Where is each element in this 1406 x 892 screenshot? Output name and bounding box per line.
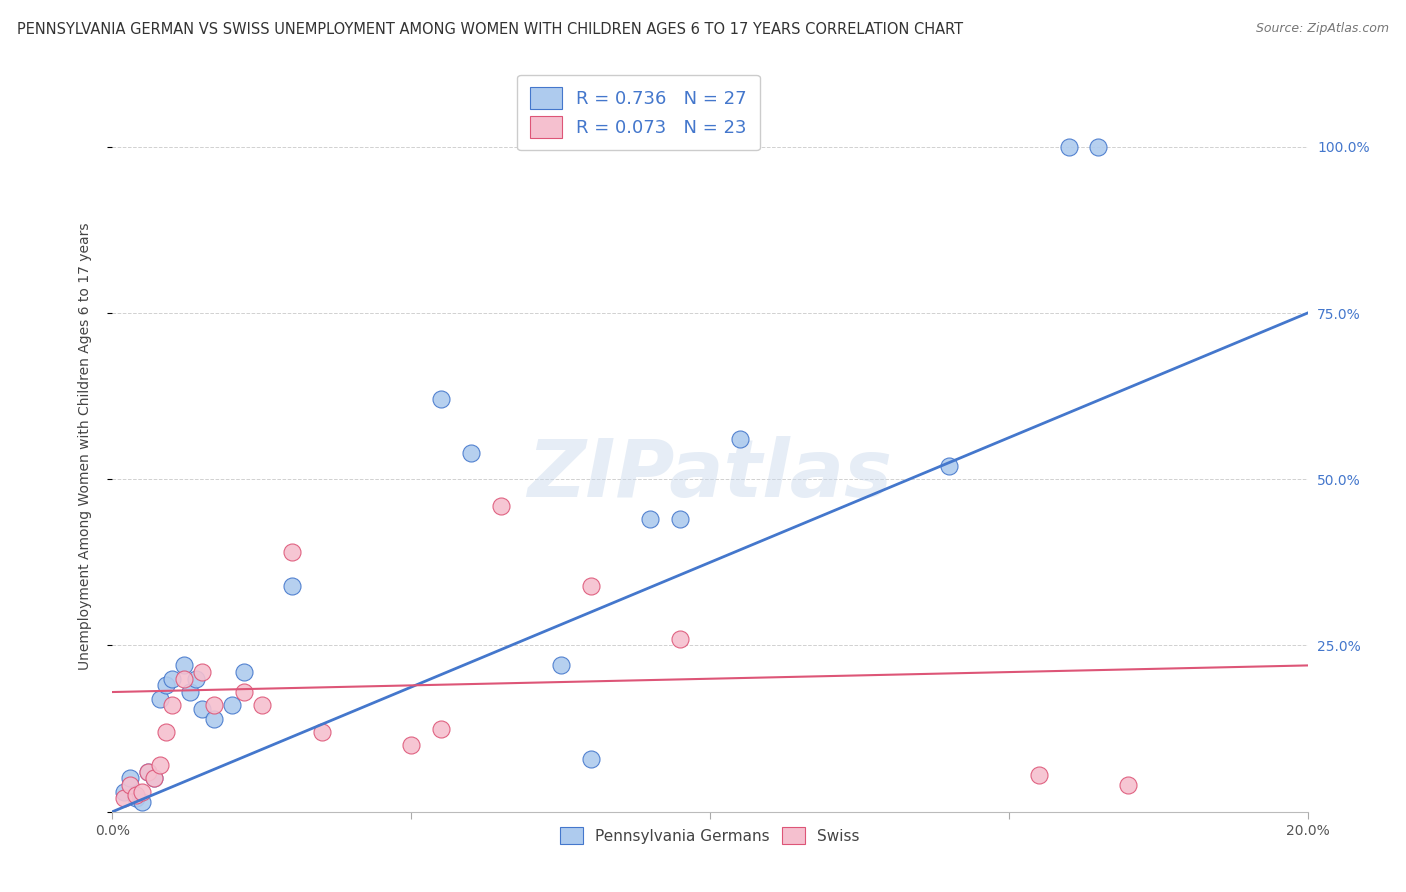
Point <box>191 701 214 715</box>
Point <box>1118 778 1140 792</box>
Legend: Pennsylvania Germans, Swiss: Pennsylvania Germans, Swiss <box>553 820 868 852</box>
Point <box>250 698 273 713</box>
Point <box>430 722 453 736</box>
Point <box>120 778 142 792</box>
Point <box>131 785 153 799</box>
Point <box>114 785 135 799</box>
Text: Source: ZipAtlas.com: Source: ZipAtlas.com <box>1256 22 1389 36</box>
Point <box>579 579 602 593</box>
Point <box>173 658 195 673</box>
Point <box>938 458 960 473</box>
Point <box>579 751 602 765</box>
Point <box>202 698 225 713</box>
Point <box>138 764 160 779</box>
Point <box>173 672 195 686</box>
Text: ZIPatlas: ZIPatlas <box>527 436 893 515</box>
Point <box>202 712 225 726</box>
Point <box>143 772 166 786</box>
Point <box>401 738 423 752</box>
Point <box>1087 140 1109 154</box>
Point <box>162 672 183 686</box>
Point <box>640 512 662 526</box>
Point <box>233 665 256 679</box>
Point <box>460 445 482 459</box>
Point <box>131 795 153 809</box>
Point <box>281 579 304 593</box>
Point <box>311 725 333 739</box>
Point <box>125 791 148 805</box>
Y-axis label: Unemployment Among Women with Children Ages 6 to 17 years: Unemployment Among Women with Children A… <box>77 222 91 670</box>
Point <box>114 791 135 805</box>
Point <box>233 685 256 699</box>
Point <box>281 545 304 559</box>
Point <box>138 764 160 779</box>
Point <box>489 499 512 513</box>
Point <box>728 433 751 447</box>
Point <box>155 725 177 739</box>
Point <box>550 658 572 673</box>
Point <box>125 788 148 802</box>
Point <box>149 691 172 706</box>
Point <box>669 512 692 526</box>
Point <box>186 672 208 686</box>
Point <box>669 632 692 646</box>
Point <box>143 772 166 786</box>
Point <box>120 772 142 786</box>
Point <box>179 685 201 699</box>
Text: PENNSYLVANIA GERMAN VS SWISS UNEMPLOYMENT AMONG WOMEN WITH CHILDREN AGES 6 TO 17: PENNSYLVANIA GERMAN VS SWISS UNEMPLOYMEN… <box>17 22 963 37</box>
Point <box>162 698 183 713</box>
Point <box>155 678 177 692</box>
Point <box>221 698 243 713</box>
Point <box>149 758 172 772</box>
Point <box>1057 140 1080 154</box>
Point <box>1028 768 1050 782</box>
Point <box>191 665 214 679</box>
Point <box>430 392 453 407</box>
